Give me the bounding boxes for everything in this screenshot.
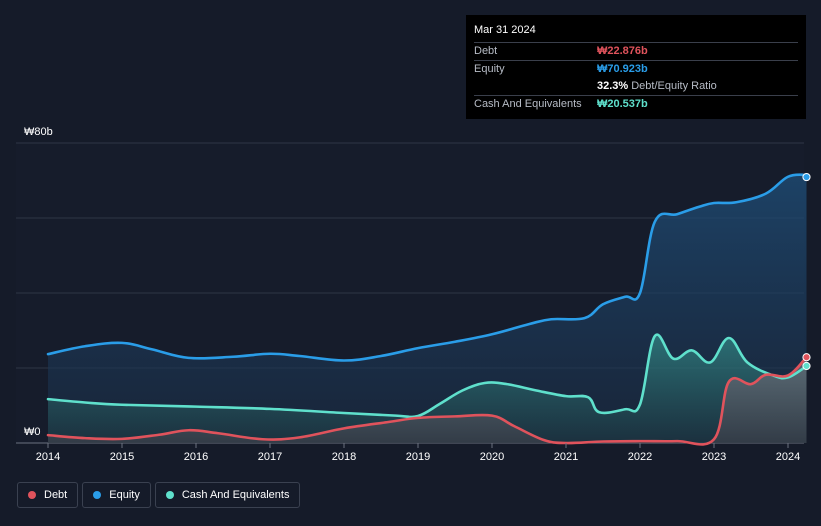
tooltip-row-equity: Equity ₩70.923b bbox=[474, 60, 798, 78]
legend-label-cash: Cash And Equivalents bbox=[181, 489, 290, 501]
x-tick-label-2014: 2014 bbox=[36, 451, 60, 463]
x-tick-label-2021: 2021 bbox=[554, 451, 578, 463]
end-marker-equity bbox=[802, 172, 811, 182]
tooltip-cash-value: ₩20.537b bbox=[597, 98, 648, 110]
tooltip-equity-label: Equity bbox=[474, 63, 505, 75]
x-axis: 2014 2015 2016 2017 2018 2019 2020 2021 2022 2023… bbox=[36, 443, 800, 463]
tooltip-ratio-value: 32.3% bbox=[597, 80, 629, 92]
legend-dot-equity bbox=[93, 491, 102, 499]
legend-dot-cash bbox=[165, 491, 174, 499]
area-cash-and-equivalents bbox=[48, 334, 807, 443]
tooltip-row-debt: Debt ₩22.876b bbox=[474, 42, 798, 60]
end-marker-cash-and-equivalents bbox=[802, 361, 811, 371]
tooltip-debt-label: Debt bbox=[474, 45, 498, 57]
legend-item-debt[interactable]: Debt bbox=[17, 482, 79, 508]
area-equity bbox=[48, 174, 807, 443]
end-marker-debt bbox=[802, 353, 811, 362]
tooltip-ratio: 32.3% Debt/Equity Ratio bbox=[597, 78, 717, 95]
x-tick-label-2018: 2018 bbox=[332, 451, 356, 463]
y-axis-labels: ₩80b ₩0 bbox=[24, 126, 53, 438]
x-tick-label-2017: 2017 bbox=[258, 451, 282, 463]
tooltip-row-cash: Cash And Equivalents ₩20.537b bbox=[474, 95, 798, 113]
tooltip-cash-label: Cash And Equivalents bbox=[474, 98, 582, 110]
x-tick-label-2023: 2023 bbox=[702, 451, 726, 463]
legend-item-cash[interactable]: Cash And Equivalents bbox=[154, 482, 301, 508]
area-debt bbox=[48, 357, 807, 445]
legend-label-debt: Debt bbox=[44, 489, 68, 501]
x-tick-label-2019: 2019 bbox=[406, 451, 430, 463]
line-cash-and-equivalents bbox=[46, 333, 808, 419]
line-equity bbox=[46, 173, 808, 362]
x-tick-label-2015: 2015 bbox=[110, 451, 134, 463]
line-debt bbox=[46, 355, 808, 446]
tooltip-row-ratio: 32.3% Debt/Equity Ratio bbox=[474, 78, 798, 95]
end-markers bbox=[802, 172, 811, 371]
x-tick-label-2020: 2020 bbox=[480, 451, 504, 463]
tooltip-date: Mar 31 2024 bbox=[474, 24, 536, 36]
y-label-0: ₩0 bbox=[24, 426, 41, 438]
series-lines bbox=[46, 173, 808, 446]
hover-tooltip: Mar 31 2024 Debt ₩22.876b Equity ₩70.923… bbox=[466, 15, 806, 119]
x-tick-label-2022: 2022 bbox=[628, 451, 652, 463]
x-tick-label-2016: 2016 bbox=[184, 451, 208, 463]
legend-label-equity: Equity bbox=[109, 489, 140, 501]
chart-legend: Debt Equity Cash And Equivalents bbox=[17, 482, 301, 510]
y-label-80: ₩80b bbox=[24, 126, 53, 138]
legend-dot-debt bbox=[28, 491, 36, 499]
series-areas bbox=[48, 174, 807, 445]
tooltip-debt-value: ₩22.876b bbox=[597, 45, 648, 57]
legend-item-equity[interactable]: Equity bbox=[82, 482, 151, 508]
x-tick-label-2024: 2024 bbox=[776, 451, 800, 463]
tooltip-ratio-label: Debt/Equity Ratio bbox=[631, 80, 717, 92]
tooltip-equity-value: ₩70.923b bbox=[597, 63, 648, 75]
